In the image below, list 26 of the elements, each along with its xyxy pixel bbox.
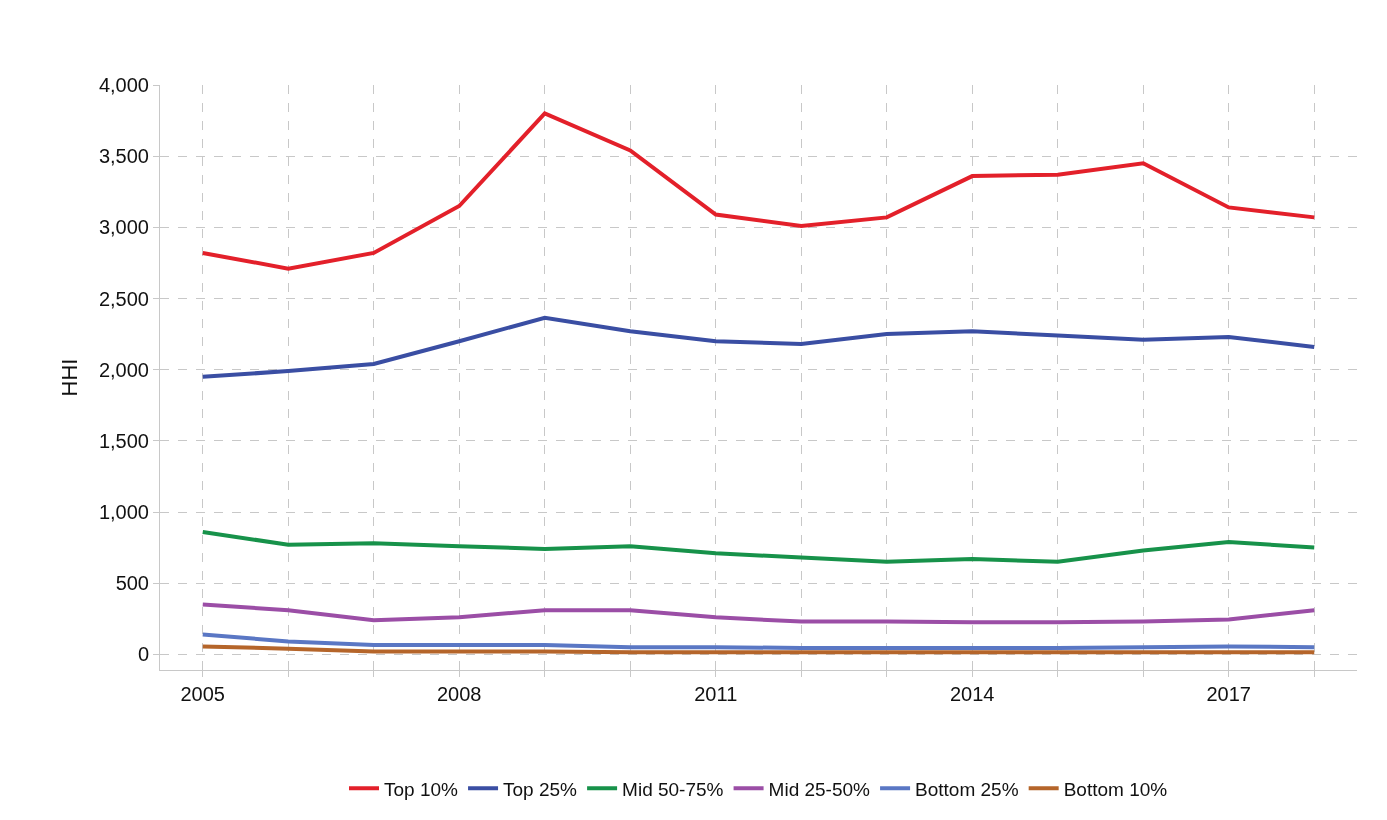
x-tick-label: 2014: [950, 683, 995, 705]
y-tick-label: 4,000: [98, 74, 149, 96]
x-tick-label: 2011: [694, 683, 738, 705]
line-series: [200, 602, 1317, 625]
legend-label: Bottom 10%: [1063, 778, 1168, 800]
legend-label: Top 10%: [384, 778, 459, 800]
y-tick-label: 2,500: [98, 287, 149, 310]
y-tick-label: 3,000: [98, 216, 149, 239]
legend-label: Bottom 25%: [915, 778, 1019, 800]
legend-label: Top 25%: [503, 778, 578, 800]
line-series: [200, 529, 1317, 564]
x-tick-label: 2005: [180, 683, 225, 705]
line-series: [200, 111, 1317, 271]
y-tick-label: 500: [115, 572, 149, 595]
y-axis-title: HHI: [56, 358, 82, 397]
y-tick-label: 1,000: [98, 501, 149, 524]
legend-label: Mid 25-50%: [768, 778, 871, 800]
y-tick-label: 1,500: [98, 429, 149, 452]
y-tick-label: 2,000: [98, 358, 149, 381]
y-tick-label: 3,500: [98, 145, 149, 168]
line-series: [200, 632, 1317, 650]
line-series: [200, 315, 1317, 379]
y-tick-label: 0: [137, 643, 149, 666]
x-tick-label: 2017: [1206, 683, 1251, 705]
x-tick-label: 2008: [437, 683, 482, 705]
legend-label: Mid 50-75%: [622, 778, 724, 800]
